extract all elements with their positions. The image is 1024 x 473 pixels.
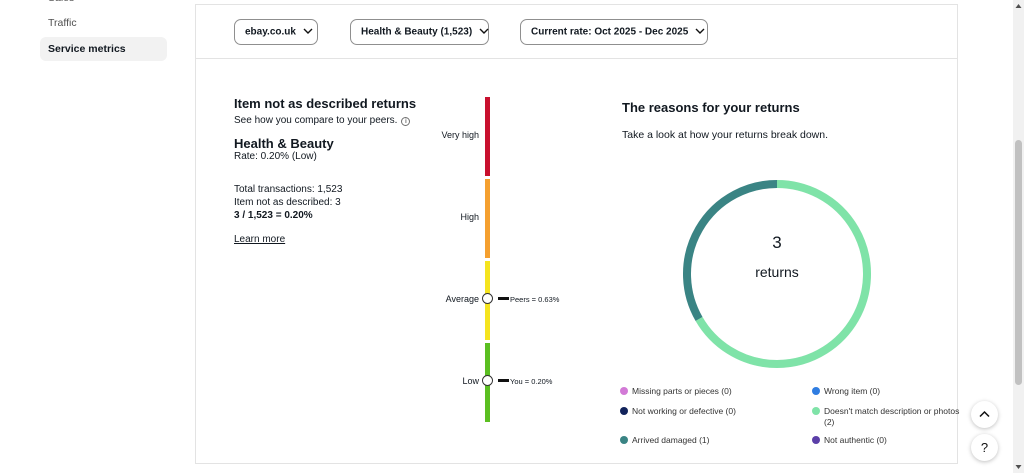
peers-marker bbox=[482, 293, 493, 304]
total-transactions: Total transactions: 1,523 bbox=[234, 184, 343, 195]
legend-label: Not working or defective (0) bbox=[632, 406, 736, 416]
filter-bar: ebay.co.uk Health & Beauty (1,523) Curre… bbox=[196, 5, 957, 59]
scale-label-low: Low bbox=[462, 376, 479, 386]
metric-subtitle: See how you compare to your peers. i bbox=[234, 115, 411, 126]
legend-dot bbox=[620, 436, 628, 444]
legend-label: Missing parts or pieces (0) bbox=[632, 386, 732, 396]
legend-dot bbox=[620, 407, 628, 415]
service-metrics-card: ebay.co.uk Health & Beauty (1,523) Curre… bbox=[195, 4, 960, 464]
scroll-down-arrow-icon[interactable] bbox=[1015, 464, 1022, 470]
sidebar-item-service-metrics[interactable]: Service metrics bbox=[40, 37, 167, 61]
chevron-down-icon bbox=[695, 20, 705, 44]
site-dropdown-label: ebay.co.uk bbox=[245, 26, 296, 38]
legend-dot bbox=[812, 436, 820, 444]
you-marker bbox=[482, 375, 493, 386]
legend-dot bbox=[812, 387, 820, 395]
metric-subtitle-text: See how you compare to your peers. bbox=[234, 115, 398, 126]
legend-label: Arrived damaged (1) bbox=[632, 435, 710, 445]
donut-segment bbox=[695, 180, 871, 368]
chevron-up-icon bbox=[979, 410, 990, 418]
reasons-subtitle: Take a look at how your returns break do… bbox=[622, 129, 829, 141]
returns-total-label: returns bbox=[755, 264, 799, 280]
learn-more-link[interactable]: Learn more bbox=[234, 234, 286, 245]
sidebar-item-sales[interactable]: Sales bbox=[40, 0, 167, 10]
info-icon[interactable]: i bbox=[401, 117, 411, 126]
rate-formula: 3 / 1,523 = 0.20% bbox=[234, 210, 313, 221]
legend-label: Not authentic (0) bbox=[824, 435, 887, 445]
scale-label-average: Average bbox=[445, 294, 479, 304]
you-tick bbox=[498, 379, 509, 382]
metric-title: Item not as described returns bbox=[234, 96, 417, 111]
scale-bar-very-high bbox=[485, 97, 490, 176]
scale-bar-high bbox=[485, 179, 490, 258]
peers-tick bbox=[498, 297, 509, 300]
chevron-down-icon bbox=[303, 20, 313, 44]
scrollbar-thumb[interactable] bbox=[1015, 140, 1022, 385]
donut-segment bbox=[683, 180, 778, 321]
scroll-to-top-button[interactable] bbox=[971, 401, 998, 428]
donut-arcs bbox=[683, 180, 871, 368]
scale-label-high: High bbox=[460, 212, 479, 222]
sidebar-item-traffic[interactable]: Traffic bbox=[48, 17, 77, 29]
legend-label: Wrong item (0) bbox=[824, 386, 881, 396]
legend-label: Doesn't match description or photos bbox=[824, 406, 960, 416]
returns-total: 3 bbox=[772, 233, 782, 252]
legend-dot bbox=[812, 407, 820, 415]
category-dropdown-label: Health & Beauty (1,523) bbox=[361, 26, 473, 38]
reasons-title: The reasons for your returns bbox=[622, 100, 800, 115]
sidebar: Sales Traffic Service metrics bbox=[0, 0, 180, 473]
page-scrollbar[interactable] bbox=[1013, 0, 1024, 473]
site-dropdown[interactable]: ebay.co.uk bbox=[234, 19, 318, 45]
legend-label-count: (2) bbox=[824, 417, 835, 427]
returns-donut-chart bbox=[683, 180, 871, 368]
legend-dot bbox=[620, 387, 628, 395]
category-rate: Rate: 0.20% (Low) bbox=[234, 151, 317, 162]
chevron-down-icon bbox=[479, 20, 489, 44]
period-dropdown-label: Current rate: Oct 2025 - Dec 2025 bbox=[531, 26, 689, 38]
scale-label-very-high: Very high bbox=[441, 130, 479, 140]
peers-label: Peers = 0.63% bbox=[510, 295, 560, 304]
category-name: Health & Beauty bbox=[234, 136, 334, 151]
inad-count: Item not as described: 3 bbox=[234, 197, 341, 208]
you-label: You = 0.20% bbox=[510, 377, 553, 386]
category-dropdown[interactable]: Health & Beauty (1,523) bbox=[350, 19, 489, 45]
help-button[interactable]: ? bbox=[971, 434, 998, 461]
period-dropdown[interactable]: Current rate: Oct 2025 - Dec 2025 bbox=[520, 19, 708, 45]
scroll-up-arrow-icon[interactable] bbox=[1015, 3, 1022, 9]
